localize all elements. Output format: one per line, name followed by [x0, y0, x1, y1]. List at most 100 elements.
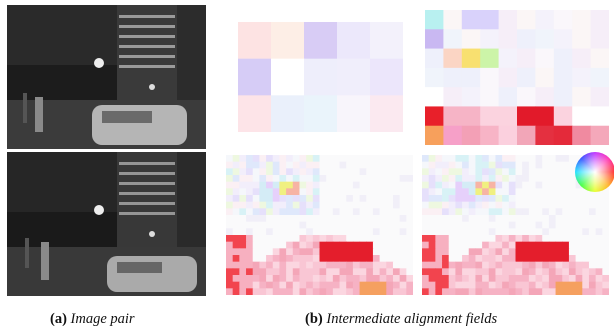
field-cell	[359, 228, 367, 236]
field-cell	[442, 281, 450, 289]
field-cell	[542, 201, 550, 209]
field-cell	[555, 221, 563, 229]
field-cell	[443, 106, 463, 127]
field-cell	[562, 201, 570, 209]
field-cell	[528, 275, 537, 283]
field-cell	[528, 201, 537, 209]
field-cell	[346, 155, 354, 163]
field-cell	[555, 195, 563, 203]
field-cell	[582, 268, 590, 276]
field-cell	[326, 175, 334, 183]
field-cell	[535, 235, 543, 243]
field-cell	[498, 87, 518, 107]
field-cell	[515, 161, 523, 169]
field-cell	[582, 188, 590, 196]
field-cell	[339, 275, 347, 283]
field-cell	[359, 221, 367, 229]
field-cell	[326, 215, 334, 223]
field-cell	[488, 275, 496, 283]
field-cell	[239, 248, 247, 256]
field-cell	[292, 281, 300, 289]
field-cell	[475, 241, 483, 249]
field-cell	[386, 288, 394, 295]
field-cell	[379, 181, 387, 189]
field-cell	[359, 261, 367, 269]
field-cell	[266, 168, 274, 176]
field-cell	[279, 215, 287, 223]
field-cell	[588, 261, 597, 269]
field-cell	[595, 215, 603, 223]
field-cell	[232, 261, 240, 269]
field-cell	[346, 288, 354, 295]
field-cell	[582, 281, 590, 289]
field-cell	[359, 161, 367, 169]
field-cell	[279, 281, 287, 289]
field-cell	[488, 255, 496, 263]
field-cell	[266, 268, 274, 276]
field-cell	[482, 261, 490, 269]
field-cell	[502, 221, 510, 229]
field-cell	[299, 281, 307, 289]
field-cell	[406, 241, 413, 249]
field-cell	[442, 248, 450, 256]
field-cell	[482, 201, 490, 209]
field-cell	[312, 288, 320, 295]
field-cell	[406, 168, 413, 176]
field-cell	[239, 228, 247, 236]
field-cell	[346, 275, 354, 283]
field-cell	[352, 181, 361, 189]
field-cell	[226, 155, 234, 163]
field-cell	[588, 275, 597, 283]
field-cell	[572, 10, 592, 30]
field-cell	[252, 168, 260, 176]
field-cell	[332, 181, 341, 189]
field-cell	[399, 181, 407, 189]
field-cell	[372, 288, 381, 295]
field-cell	[442, 161, 450, 169]
field-cell	[562, 235, 570, 243]
field-cell	[568, 161, 577, 169]
field-cell	[359, 208, 367, 216]
field-cell	[292, 235, 300, 243]
field-cell	[488, 195, 496, 203]
field-cell	[502, 161, 510, 169]
field-cell	[562, 175, 570, 183]
field-cell	[455, 248, 463, 256]
field-cell	[542, 275, 550, 283]
field-cell	[502, 288, 510, 295]
field-cell	[515, 255, 523, 263]
field-cell	[508, 288, 516, 295]
field-cell	[568, 275, 577, 283]
field-cell	[502, 175, 510, 183]
field-cell	[602, 195, 609, 203]
field-cell	[339, 181, 347, 189]
field-cell	[339, 188, 347, 196]
field-cell	[339, 195, 347, 203]
field-cell	[535, 208, 543, 216]
field-cell	[422, 201, 430, 209]
field-cell	[312, 215, 320, 223]
field-cell	[271, 22, 305, 60]
field-cell	[386, 248, 394, 256]
field-cell	[602, 268, 609, 276]
field-cell	[306, 195, 314, 203]
field-cell	[279, 161, 287, 169]
field-cell	[422, 275, 430, 283]
field-cell	[372, 255, 381, 263]
field-cell	[495, 248, 503, 256]
field-cell	[226, 268, 234, 276]
field-cell	[542, 281, 550, 289]
field-cell	[246, 181, 254, 189]
field-cell	[266, 228, 274, 236]
field-cell	[461, 106, 481, 127]
field-cell	[259, 275, 267, 283]
field-cell	[448, 261, 456, 269]
field-cell	[602, 188, 609, 196]
field-cell	[428, 201, 436, 209]
field-cell	[435, 268, 443, 276]
field-cell	[332, 175, 341, 183]
field-cell	[575, 241, 583, 249]
field-cell	[286, 215, 294, 223]
field-cell	[406, 155, 413, 163]
field-cell	[502, 275, 510, 283]
